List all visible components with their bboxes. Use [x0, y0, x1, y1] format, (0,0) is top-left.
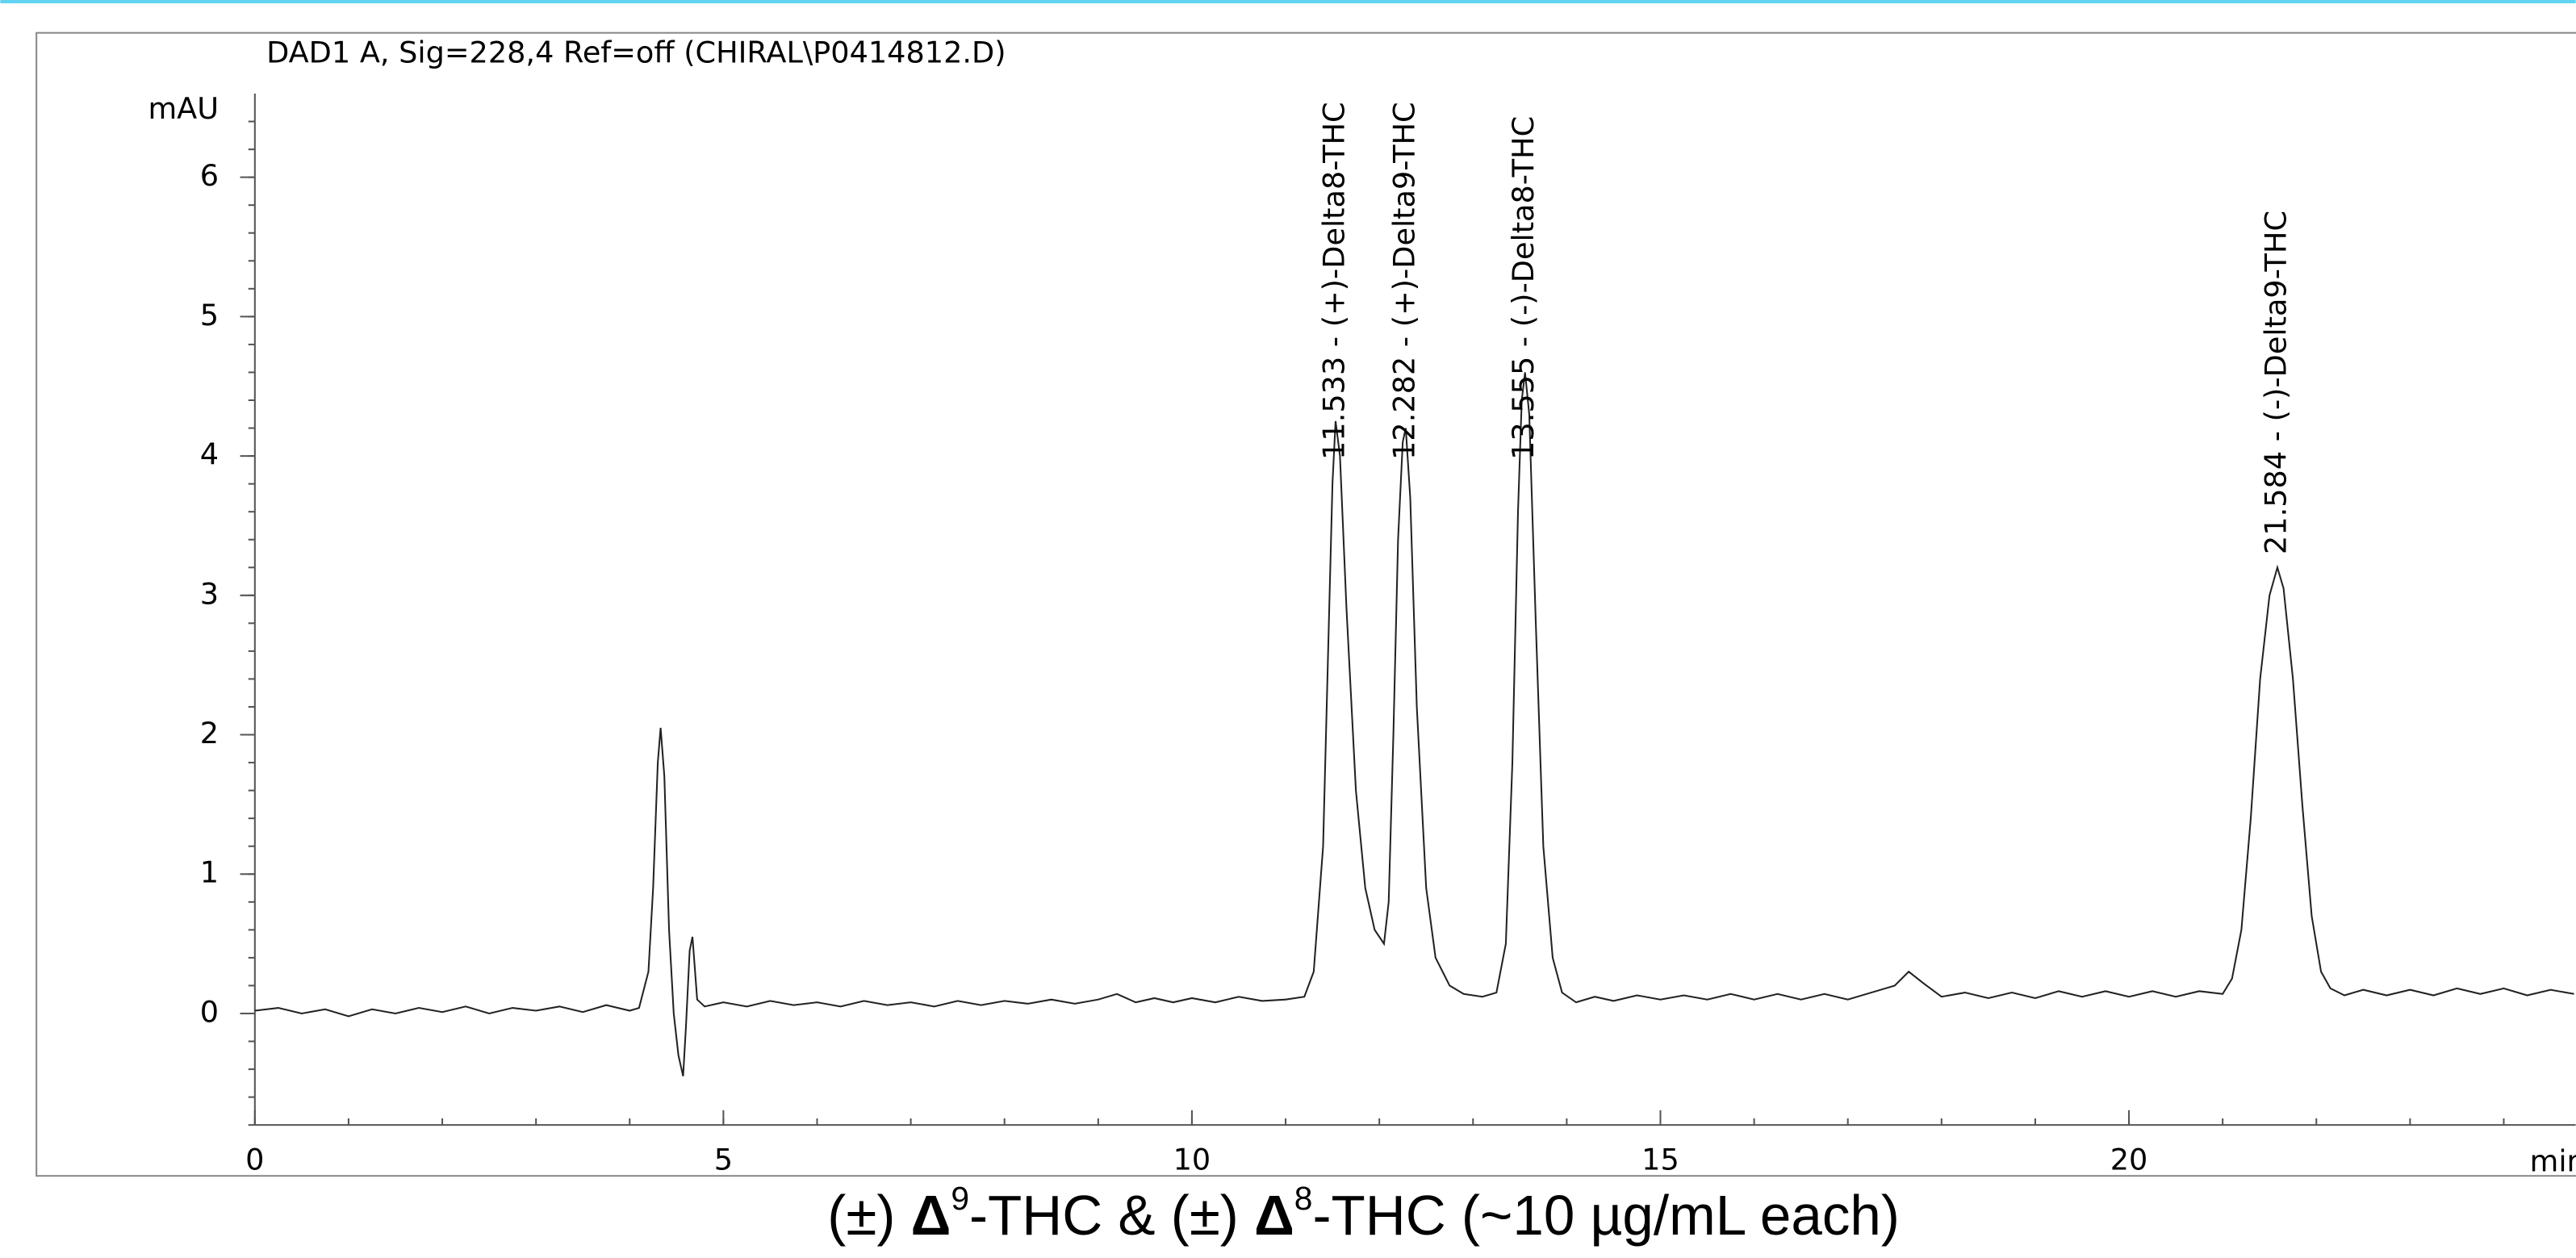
caption-part: Δ	[1254, 1184, 1294, 1247]
y-tick-label: 0	[200, 994, 219, 1029]
caption: (±) Δ9-THC & (±) Δ8-THC (~10 µg/mL each)	[827, 1180, 1900, 1248]
caption-part: -THC (~10 µg/mL each)	[1312, 1184, 1899, 1247]
frame	[36, 31, 2576, 1177]
caption-part: 9	[951, 1180, 969, 1217]
peak-label: 13.555 - (-)-Delta8-THC	[1506, 116, 1541, 460]
peak-label: 21.584 - (-)-Delta9-THC	[2258, 211, 2293, 554]
x-tick-label: 20	[2110, 1142, 2148, 1177]
x-tick-label: 0	[245, 1142, 264, 1177]
peak-label: 11.533 - (+)-Delta8-THC	[1316, 102, 1351, 459]
x-tick-label: 10	[1173, 1142, 1211, 1177]
x-tick-label: 15	[1641, 1142, 1679, 1177]
y-tick-label: 6	[200, 158, 219, 193]
caption-part: 8	[1294, 1180, 1313, 1217]
x-tick-label: 5	[714, 1142, 733, 1177]
chart-title: DAD1 A, Sig=228,4 Ref=off (CHIRAL\P04148…	[266, 36, 1006, 70]
y-tick-label: 3	[200, 576, 219, 611]
x-axis-label: min	[2530, 1143, 2576, 1178]
trace	[254, 372, 2574, 1076]
y-tick-label: 4	[200, 437, 219, 472]
y-tick-label: 5	[200, 298, 219, 332]
caption-part: -THC & (±)	[969, 1184, 1254, 1247]
y-axis-label: mAU	[148, 91, 220, 126]
y-tick-label: 1	[200, 855, 219, 890]
caption-part: Δ	[911, 1184, 951, 1247]
peak-label: 12.282 - (+)-Delta9-THC	[1386, 102, 1421, 460]
caption-part: (±)	[827, 1184, 910, 1247]
y-tick-label: 2	[200, 716, 219, 750]
